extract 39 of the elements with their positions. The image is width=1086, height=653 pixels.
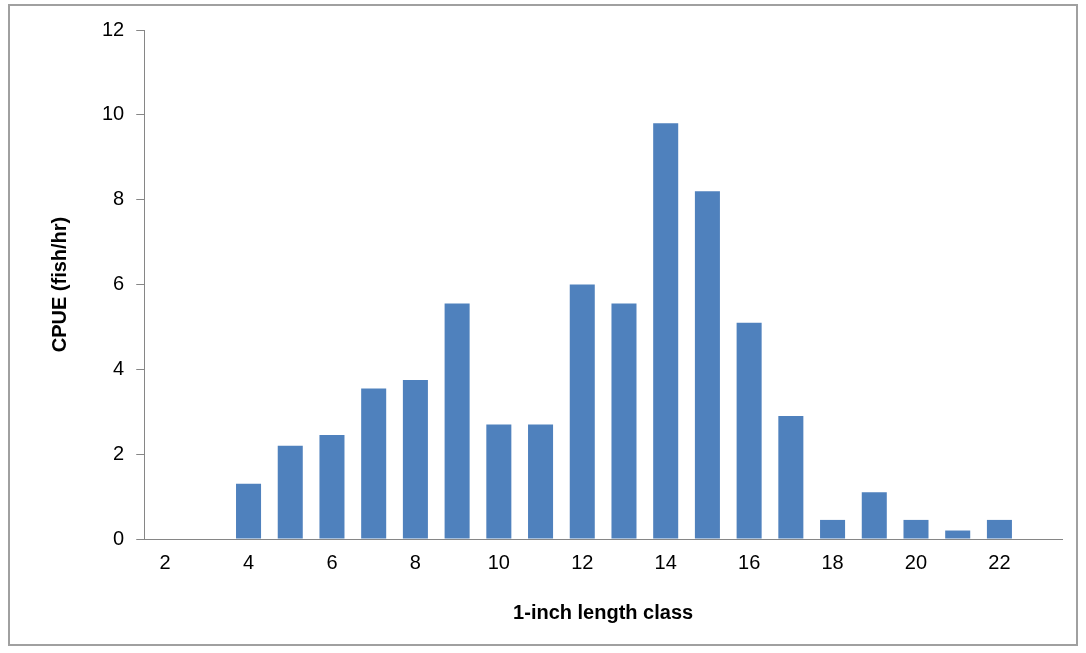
y-tick-label: 4 [113,356,125,379]
bar [444,303,470,539]
x-tick-label: 22 [988,550,1011,573]
bar [820,519,846,539]
bar [528,424,554,539]
x-tick-label: 12 [571,550,594,573]
x-tick-label: 18 [821,550,844,573]
y-axis-title: CPUE (fish/hr) [47,216,70,353]
x-tick-label: 14 [654,550,677,573]
bar [694,191,720,539]
bar [277,445,303,539]
bar [861,492,887,539]
x-axis-title: 1-inch length class [513,600,694,623]
bar [486,424,512,539]
bar [778,415,804,539]
x-tick-label: 4 [242,550,255,573]
x-tick-label: 20 [904,550,928,573]
bar [361,388,387,539]
y-tick-label: 8 [113,187,125,210]
bar [903,519,929,539]
x-tick-label: 6 [326,550,338,573]
y-tick-label: 10 [102,102,125,125]
x-tick-label: 8 [409,550,421,573]
bar [736,322,762,539]
y-tick-label: 12 [102,17,125,40]
bar [945,530,971,539]
y-tick-label: 2 [113,441,125,464]
bar [569,284,595,539]
bar [611,303,637,539]
bar [402,379,428,539]
bar [653,123,679,539]
x-tick-label: 16 [738,550,761,573]
bar [236,483,262,539]
bar [319,435,345,539]
y-tick-label: 0 [113,526,125,549]
x-tick-label: 2 [159,550,171,573]
y-tick-label: 6 [113,272,125,295]
x-tick-label: 10 [487,550,510,573]
bar [986,519,1012,539]
